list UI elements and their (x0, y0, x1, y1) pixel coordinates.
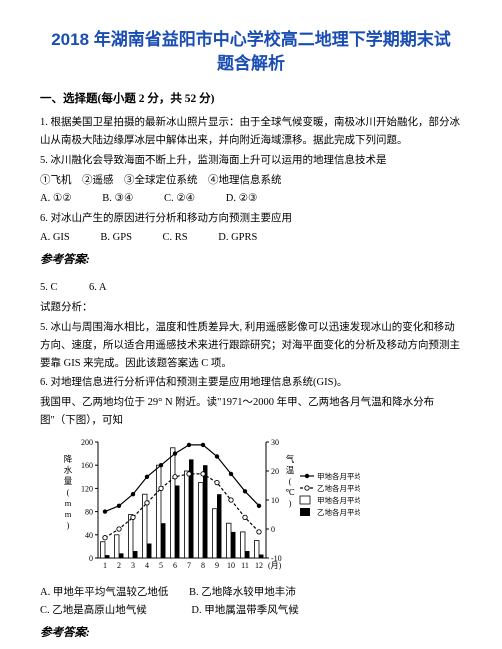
q5-text: 5. 冰川融化会导致海面不断上升，监测海面上升可以运用的地理信息技术是 (40, 152, 462, 170)
svg-text:8: 8 (201, 561, 205, 570)
document-page: 2018 年湖南省益阳市中心学校高二地理下学期期末试 题含解析 一、选择题(每小… (0, 0, 502, 649)
svg-text:1: 1 (103, 561, 107, 570)
svg-text:10: 10 (227, 561, 235, 570)
svg-text:2: 2 (117, 561, 121, 570)
svg-text:4: 4 (145, 561, 149, 570)
svg-text:20: 20 (271, 467, 279, 476)
svg-text:12: 12 (255, 561, 263, 570)
q6-text: 6. 对冰山产生的原因进行分析和移动方向预测主要应用 (40, 210, 462, 228)
svg-text:): ) (67, 520, 70, 530)
svg-text:甲地各月平均降水: 甲地各月平均降水 (317, 495, 360, 505)
q5-choices: A. ①② B. ③④ C. ②④ D. ②③ (40, 191, 462, 208)
svg-text:80: 80 (85, 508, 93, 517)
svg-text:120: 120 (81, 484, 93, 493)
reference-answer-label-2: 参考答案: (40, 624, 462, 642)
svg-text:降: 降 (64, 454, 73, 464)
svg-text:30: 30 (271, 438, 279, 447)
svg-text:0: 0 (271, 525, 275, 534)
svg-text:m: m (65, 509, 72, 519)
chart-svg: 04080120160200-100102030123456789101112(… (60, 436, 360, 576)
svg-text:9: 9 (215, 561, 219, 570)
analysis-label: 试题分析： (40, 299, 462, 317)
svg-text:10: 10 (271, 496, 279, 505)
map-choices-row2: C. 乙地是高原山地气候 D. 甲地属温带季风气候 (40, 603, 462, 620)
map-intro: 我国甲、乙两地均位于 29° N 附近。读"1971～2000 年甲、乙两地各月… (40, 394, 462, 430)
svg-text:(月): (月) (268, 561, 282, 570)
svg-text:11: 11 (241, 561, 249, 570)
svg-text:(: ( (67, 487, 70, 497)
q5-choice-c: C. ②④ (164, 191, 195, 208)
q6-choice-a: A. GIS (40, 230, 70, 247)
map-choices-row1: A. 甲地年平均气温较乙地低 B. 乙地降水较甲地丰沛 (40, 585, 462, 602)
q1-intro: 1. 根据美国卫星拍摄的最新冰山照片显示：由于全球气候变暖，南极冰川开始融化，部… (40, 114, 462, 150)
q6-choice-b: B. GPS (100, 230, 132, 247)
svg-text:乙地各月平均降水: 乙地各月平均降水 (317, 507, 360, 517)
section-heading: 一、选择题(每小题 2 分，共 52 分) (40, 90, 462, 108)
svg-text:6: 6 (173, 561, 177, 570)
map-choice-b: B. 乙地降水较甲地丰沛 (189, 585, 296, 602)
svg-text:量: 量 (64, 476, 73, 486)
svg-text:200: 200 (81, 438, 93, 447)
q5-choice-d: D. ②③ (226, 191, 258, 208)
svg-text:40: 40 (85, 531, 93, 540)
svg-text:水: 水 (64, 465, 73, 475)
q6-choices: A. GIS B. GPS C. RS D. GPRS (40, 230, 462, 247)
q5-options-line: ①飞机 ②遥感 ③全球定位系统 ④地理信息系统 (40, 172, 462, 190)
map-choice-c: C. 乙地是高原山地气候 (40, 603, 147, 620)
answer-line: 5. C 6. A (40, 279, 462, 297)
analysis-5: 5. 冰山与周围海水相比，温度和性质差异大, 利用遥感影像可以迅速发现冰山的变化… (40, 319, 462, 373)
map-choice-a: A. 甲地年平均气温较乙地低 (40, 585, 168, 602)
q5-choice-a: A. ①② (40, 191, 72, 208)
q6-choice-c: C. RS (163, 230, 188, 247)
svg-text:160: 160 (81, 461, 93, 470)
svg-text:甲地各月平均气温: 甲地各月平均气温 (317, 471, 360, 481)
map-choice-d: D. 甲地属温带季风气候 (191, 603, 298, 620)
svg-text:乙地各月平均气温: 乙地各月平均气温 (317, 483, 360, 493)
svg-text:气: 气 (286, 454, 295, 464)
title-line-1: 2018 年湖南省益阳市中心学校高二地理下学期期末试 (51, 30, 451, 49)
climate-chart: 04080120160200-100102030123456789101112(… (60, 436, 462, 583)
svg-text:温: 温 (286, 465, 295, 475)
q6-choice-d: D. GPRS (218, 230, 257, 247)
svg-text:℃: ℃ (285, 487, 295, 497)
svg-text:3: 3 (131, 561, 135, 570)
title-line-2: 题含解析 (217, 54, 285, 73)
svg-text:): ) (289, 498, 292, 508)
q5-choice-b: B. ③④ (102, 191, 133, 208)
svg-text:0: 0 (89, 554, 93, 563)
doc-title: 2018 年湖南省益阳市中心学校高二地理下学期期末试 题含解析 (40, 28, 462, 76)
svg-text:7: 7 (187, 561, 191, 570)
svg-text:5: 5 (159, 561, 163, 570)
analysis-6: 6. 对地理信息进行分析评估和预测主要是应用地理信息系统(GIS)。 (40, 374, 462, 392)
svg-text:(: ( (289, 476, 292, 486)
reference-answer-label: 参考答案: (40, 251, 462, 269)
svg-text:m: m (65, 498, 72, 508)
